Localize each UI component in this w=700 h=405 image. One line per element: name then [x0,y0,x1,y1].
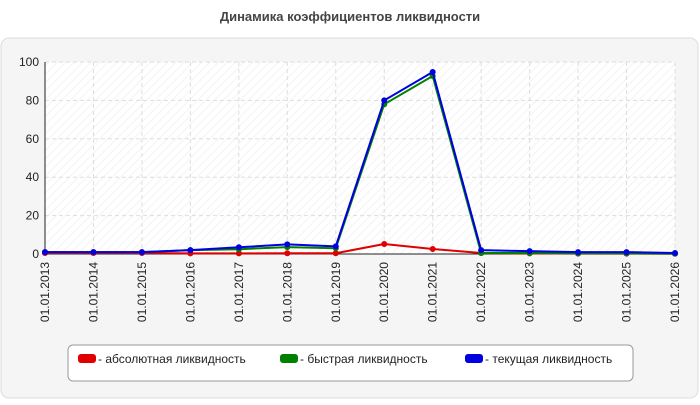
legend-label: - текущая ликвидность [485,352,612,366]
x-tick-label: 01.01.2017 [232,262,246,322]
point [672,250,678,257]
x-tick-label: 01.01.2021 [426,262,440,322]
plot-area [45,62,675,254]
point [138,249,145,256]
x-tick-label: 01.01.2023 [523,262,537,322]
point [332,250,339,257]
point [526,248,533,255]
point [235,250,242,257]
x-tick-label: 01.01.2025 [620,262,634,322]
point [90,249,97,256]
x-tick-label: 01.01.2013 [38,262,52,322]
chart-title: Динамика коэффициентов ликвидности [220,9,480,24]
legend [67,344,634,382]
x-tick-label: 01.01.2020 [377,262,391,322]
x-tick-label: 01.01.2015 [135,262,149,322]
x-tick-label: 01.01.2022 [474,262,488,322]
point [623,249,630,256]
legend-key [465,354,483,363]
point [575,249,582,256]
point [429,246,436,253]
point [381,97,388,104]
x-tick-label: 01.01.2018 [280,262,294,322]
y-tick-label: 0 [32,247,39,261]
legend-label: - абсолютная ликвидность [98,352,246,366]
legend-key [280,354,298,363]
y-tick-label: 80 [26,93,40,107]
legend-label: - быстрая ликвидность [300,352,428,366]
y-tick-label: 40 [26,170,40,184]
y-tick-label: 60 [26,132,40,146]
point [381,241,388,248]
legend-key [78,354,96,363]
point [429,68,436,75]
x-tick-label: 01.01.2026 [668,262,682,322]
point [284,250,291,257]
point [187,247,194,254]
point [478,247,485,254]
x-tick-label: 01.01.2024 [571,262,585,322]
point [284,241,291,248]
series-line [45,70,676,255]
x-tick-label: 01.01.2016 [183,262,197,322]
y-tick-label: 20 [26,209,40,223]
y-tick-label: 100 [19,55,39,69]
point [332,243,339,250]
point [235,244,242,251]
point [42,249,48,256]
x-tick-label: 01.01.2014 [86,262,100,322]
x-tick-label: 01.01.2019 [329,262,343,322]
